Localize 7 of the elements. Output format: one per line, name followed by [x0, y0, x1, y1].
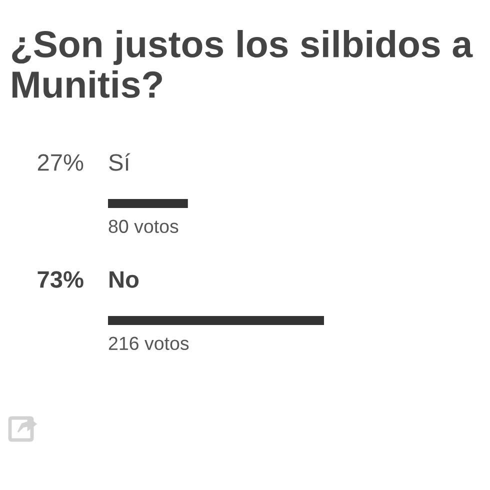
y-tick-label: No [110, 271, 139, 288]
annotation: 216 votos [108, 336, 189, 350]
annotation: 80 votos [108, 220, 178, 234]
data-label: 73% [38, 271, 84, 288]
y-tick-label: Sí [109, 153, 130, 171]
data-label: 27% [38, 154, 84, 171]
chart-title: ¿Son justos los silbidos a Munitis? [12, 30, 473, 98]
